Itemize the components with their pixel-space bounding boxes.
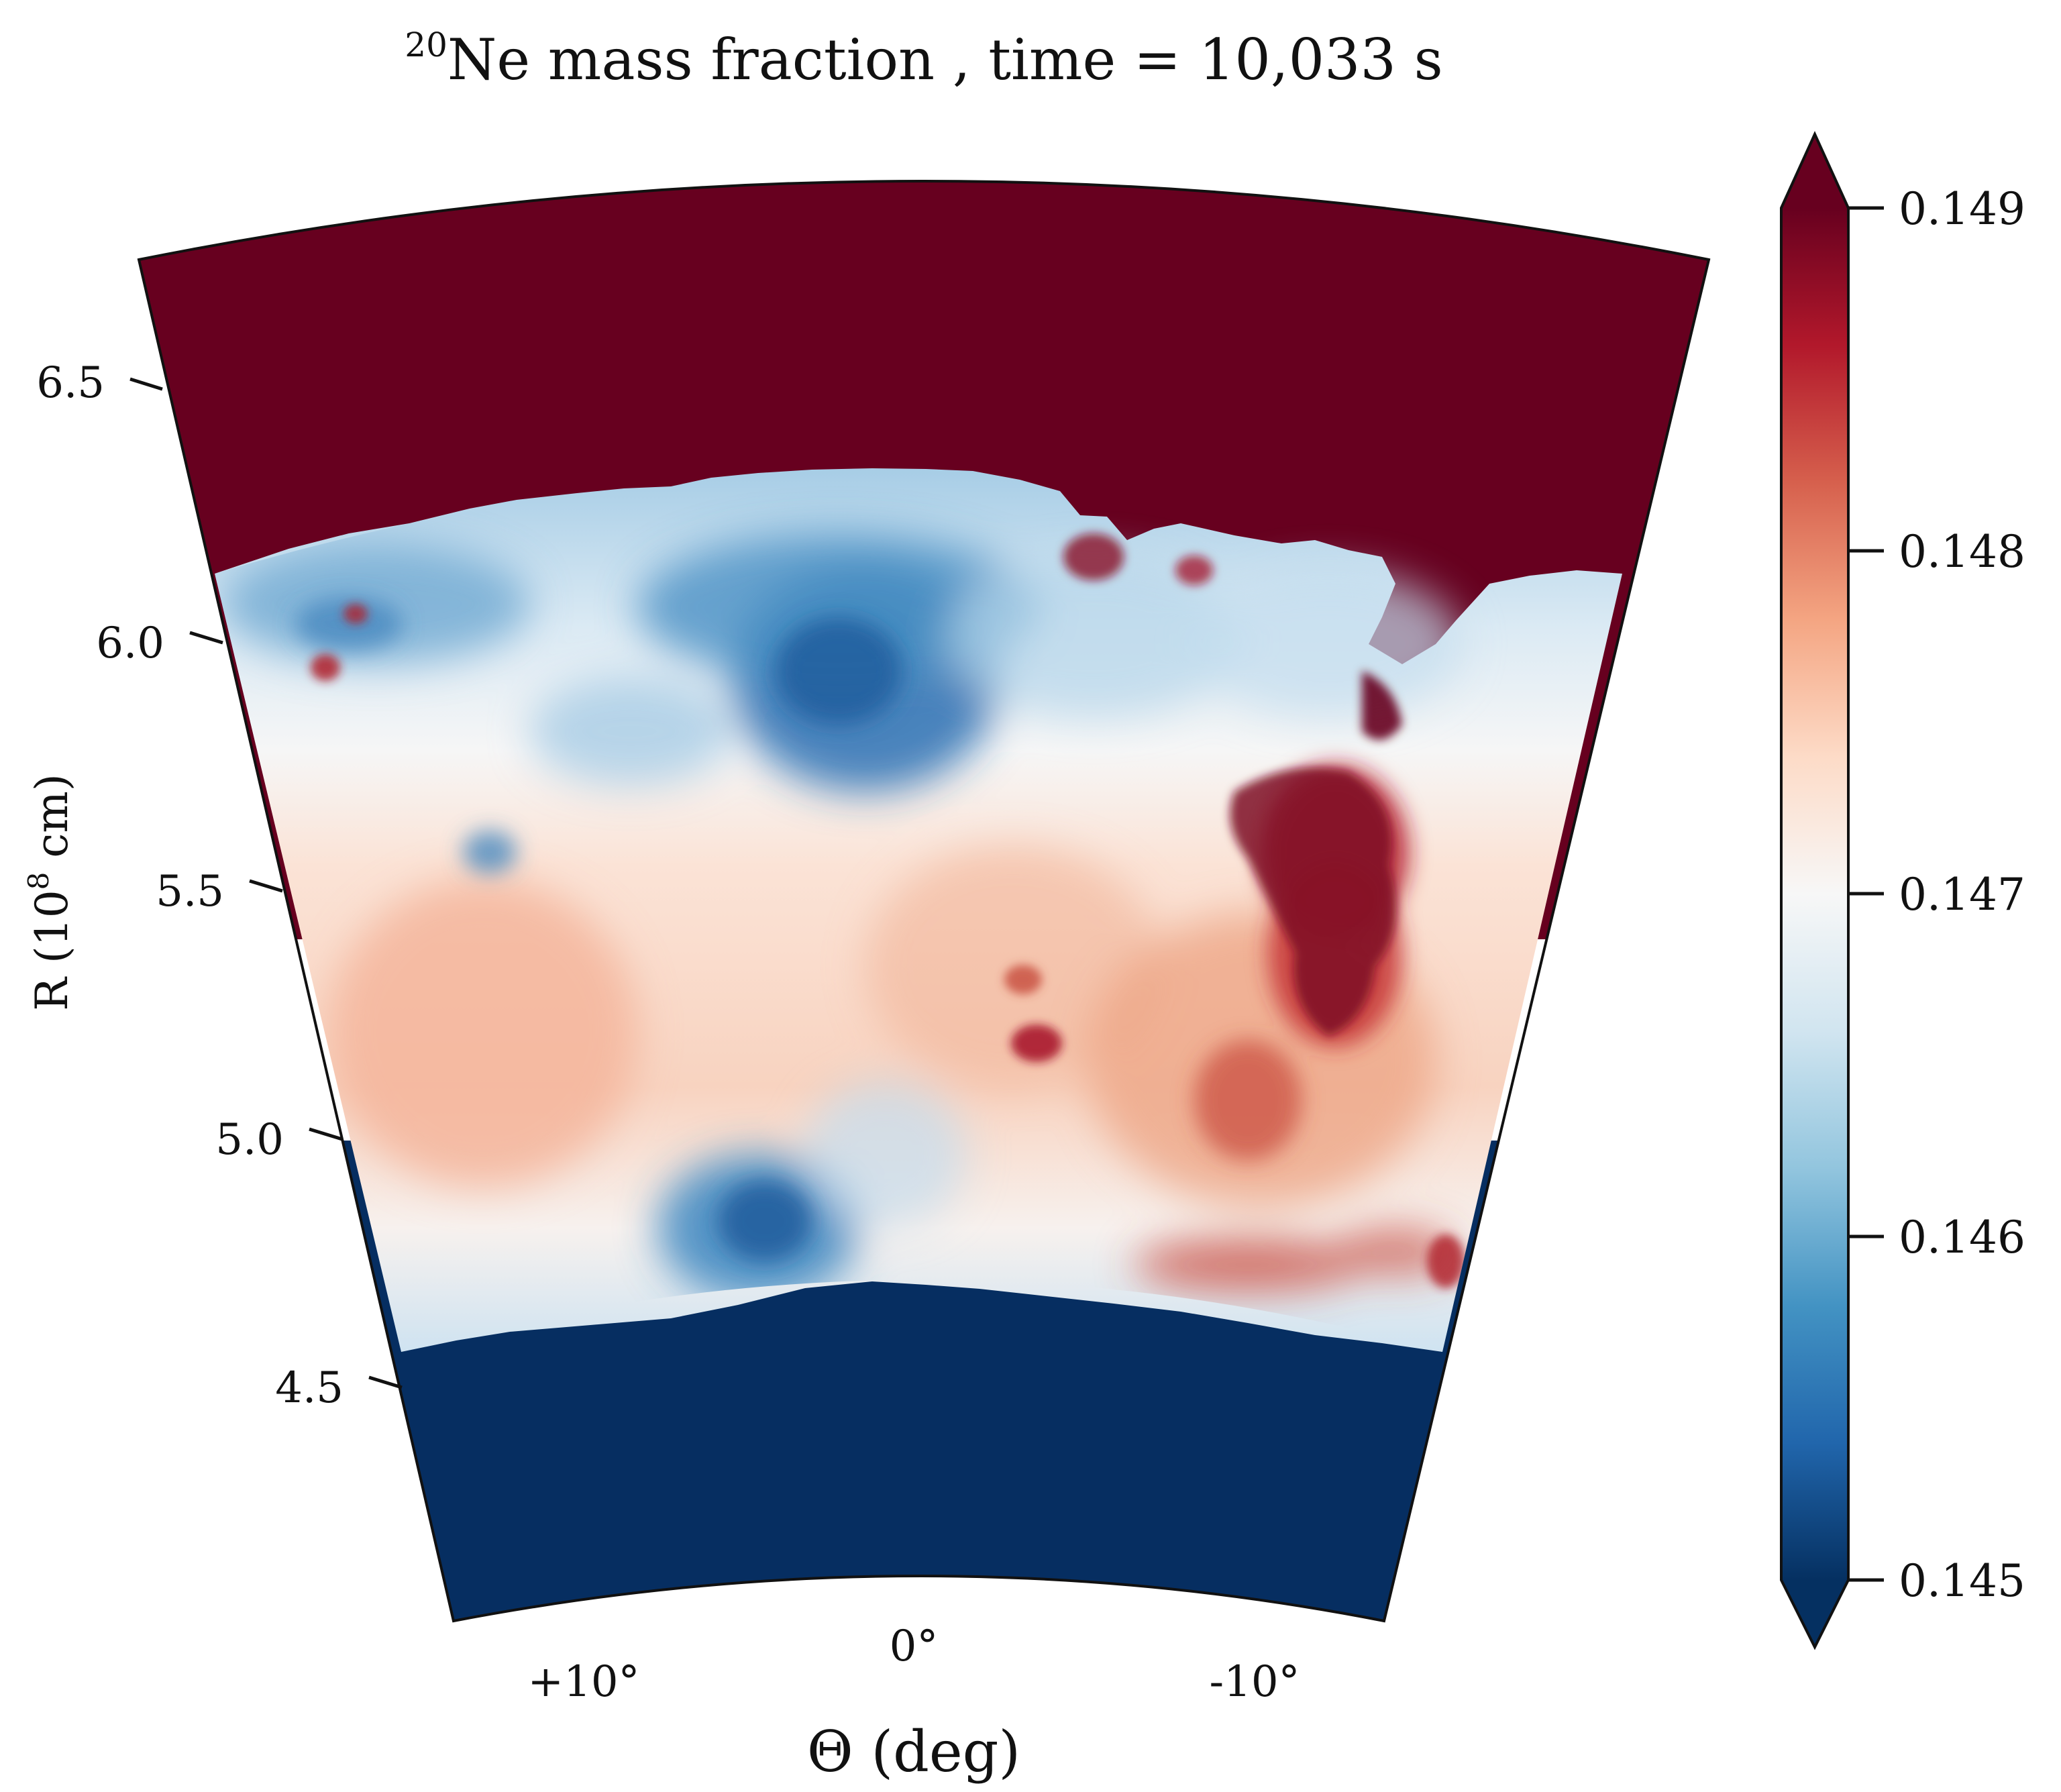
y-tick-label-4-5: 4.5 bbox=[275, 1363, 344, 1413]
y-tick-4-5 bbox=[368, 1375, 403, 1389]
cb-tick-label-0-149: 0.149 bbox=[1899, 183, 2025, 235]
convective-zone bbox=[215, 468, 1622, 1352]
y-axis-label-suffix: cm) bbox=[26, 774, 78, 872]
cb-tick-label-0-147: 0.147 bbox=[1899, 869, 2025, 920]
y-tick-label-6-5: 6.5 bbox=[36, 358, 105, 408]
y-axis-label-sup: 8 bbox=[22, 872, 55, 890]
cb-tick-label-0-148: 0.148 bbox=[1899, 526, 2025, 578]
cb-tick-label-0-145: 0.145 bbox=[1899, 1555, 2025, 1607]
colorbar-gradient bbox=[1781, 208, 1848, 1580]
y-axis-label: R (108 cm) bbox=[22, 774, 78, 1010]
y-tick-5-0 bbox=[309, 1127, 343, 1141]
chart-title: 20Ne mass fraction , time = 10,033 s bbox=[405, 25, 1442, 93]
title-superscript: 20 bbox=[405, 25, 447, 64]
x-tick-label-minus-10: -10° bbox=[1209, 1657, 1300, 1707]
y-tick-5-5 bbox=[249, 879, 283, 893]
title-text: Ne mass fraction , time = 10,033 s bbox=[447, 27, 1443, 93]
colorbar-extend-max bbox=[1781, 134, 1848, 208]
x-tick-label-0: 0° bbox=[890, 1622, 939, 1671]
x-axis: +10° 0° -10° bbox=[527, 1622, 1300, 1707]
y-axis: 6.5 6.0 5.5 5.0 4.5 bbox=[36, 358, 403, 1413]
colorbar: 0.149 0.148 0.147 0.146 0.145 bbox=[1780, 131, 2025, 1650]
y-tick-6-5 bbox=[129, 377, 163, 391]
wedge-outline bbox=[137, 180, 1711, 1623]
y-tick-label-5-5: 5.5 bbox=[156, 867, 224, 916]
y-tick-label-6-0: 6.0 bbox=[96, 619, 164, 668]
x-axis-label: Θ (deg) bbox=[807, 1719, 1020, 1785]
heatmap-wedge bbox=[139, 181, 1709, 1621]
colorbar-extend-min bbox=[1781, 1580, 1848, 1647]
y-tick-6-0 bbox=[189, 631, 223, 645]
y-tick-label-5-0: 5.0 bbox=[215, 1115, 284, 1165]
cb-tick-label-0-146: 0.146 bbox=[1899, 1212, 2025, 1263]
x-tick-label-plus-10: +10° bbox=[527, 1657, 639, 1707]
y-axis-label-prefix: R (10 bbox=[26, 890, 78, 1010]
